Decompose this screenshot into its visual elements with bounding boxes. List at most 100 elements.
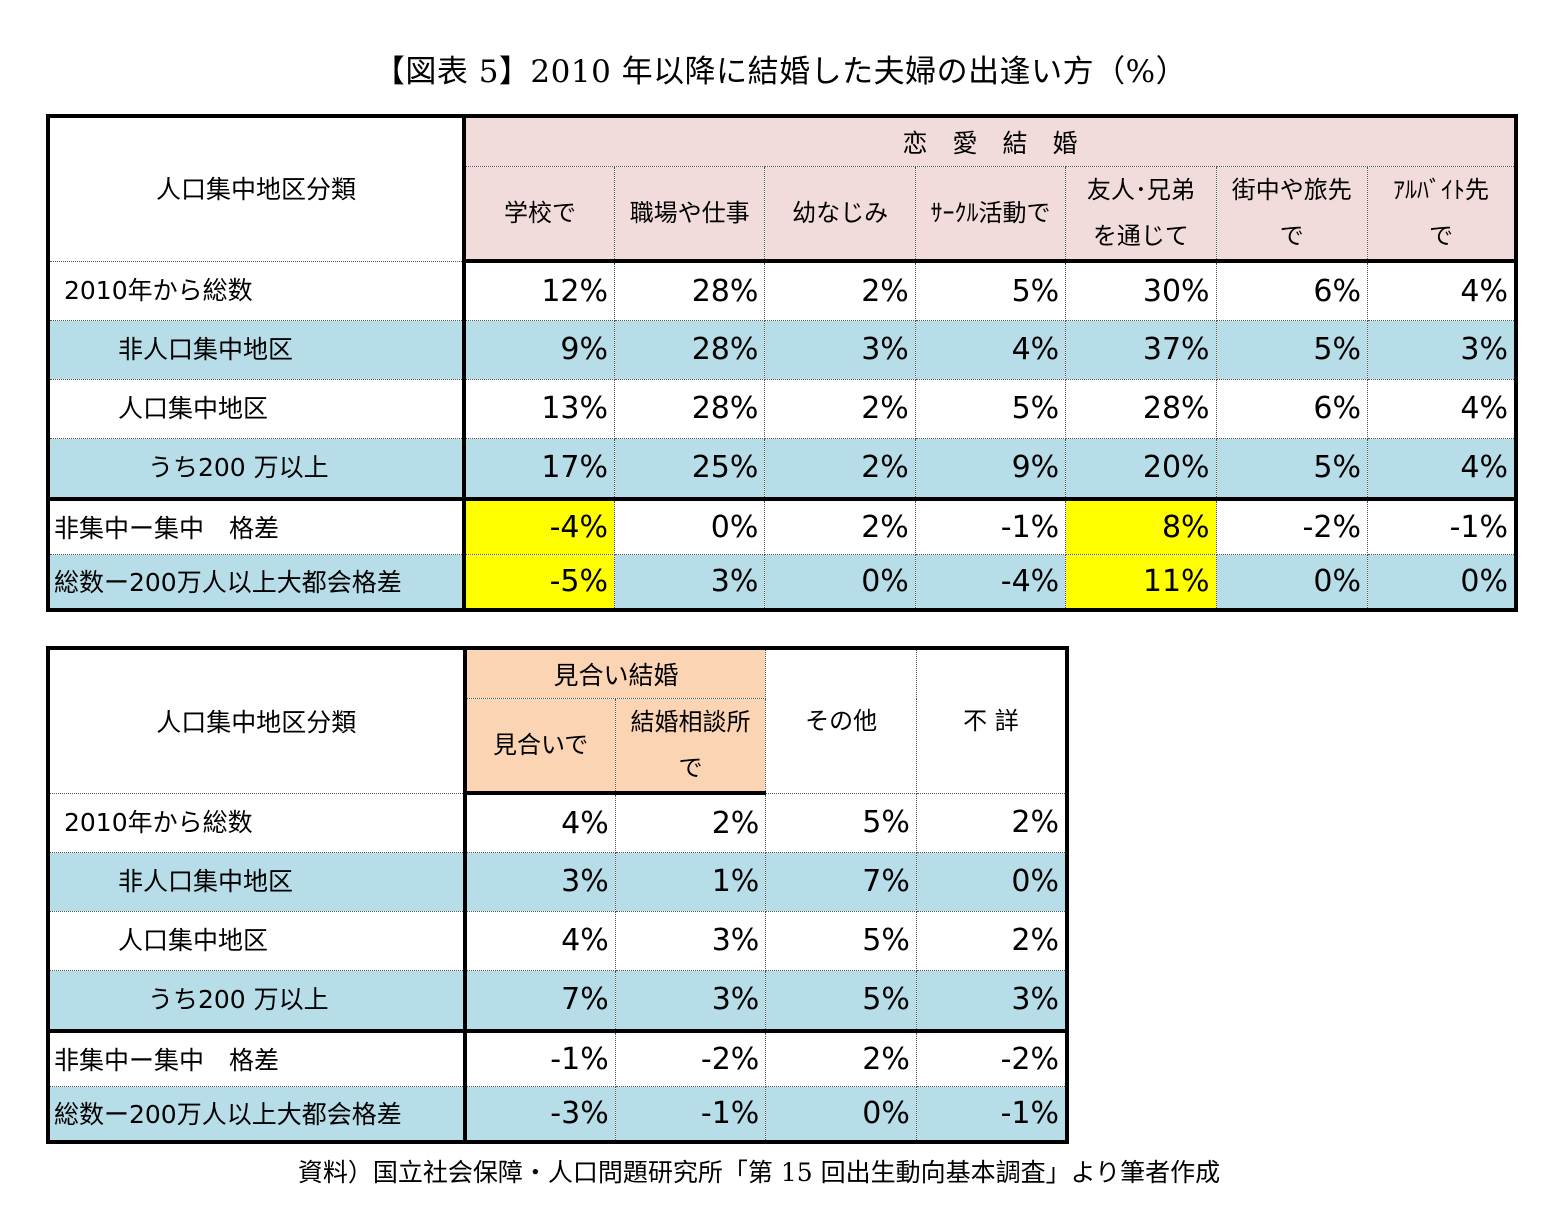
table-row: 2010年から総数 4% 2% 5% 2% (47, 792, 1068, 853)
column-header-line1: 街中や旅先 (1231, 176, 1352, 204)
value-cell: 3% (915, 969, 1068, 1031)
value-cell: 17% (463, 437, 616, 499)
row-label: うち200 万以上 (47, 437, 467, 499)
column-header-line2: で (1428, 222, 1453, 250)
value-cell: 0% (1215, 553, 1368, 610)
value-cell: 3% (614, 910, 767, 971)
row-label: 2010年から総数 (47, 792, 467, 853)
value-cell: 2% (765, 1028, 917, 1087)
column-header-line1: 幼なじみ (792, 199, 889, 227)
row-label: うち200 万以上 (47, 969, 467, 1031)
column-header: ｱﾙﾊﾞｲﾄ先で (1366, 166, 1517, 263)
value-cell: -4% (914, 553, 1067, 610)
column-header: 学校で (463, 166, 616, 263)
value-cell: 6% (1215, 260, 1368, 321)
value-cell: -1% (1366, 496, 1517, 555)
table-row: 総数ー200万人以上大都会格差 -3% -1% 0% -1% (47, 1085, 1068, 1142)
column-header: 幼なじみ (764, 166, 916, 263)
value-cell: 4% (1366, 437, 1517, 499)
group-header: 見合い結婚 (464, 647, 767, 699)
value-cell: 4% (1366, 260, 1517, 321)
row-label: 人口集中地区 (47, 378, 467, 439)
value-cell: 11% (1065, 553, 1217, 610)
value-cell: 2% (614, 792, 767, 853)
column-header-line1: 学校で (504, 199, 577, 227)
column-header: 職場や仕事 (613, 166, 766, 263)
value-cell: 12% (463, 260, 616, 321)
value-cell: 3% (613, 553, 766, 610)
value-cell: -1% (614, 1085, 767, 1142)
value-cell: 28% (613, 260, 766, 321)
table-row: 人口集中地区 13% 28% 2% 5% 28% 6% 4% (47, 378, 1517, 439)
column-header-line2: で (1279, 222, 1304, 250)
value-cell: 2% (915, 792, 1068, 853)
value-cell: 4% (914, 319, 1067, 380)
value-cell: 5% (914, 378, 1067, 439)
value-cell: 0% (765, 1085, 917, 1142)
row-header: 人口集中地区分類 (47, 115, 467, 262)
value-cell: 20% (1065, 437, 1217, 499)
value-cell: -2% (614, 1028, 767, 1087)
value-cell: 0% (915, 851, 1068, 912)
value-cell: 28% (1065, 378, 1217, 439)
value-cell: 7% (765, 851, 917, 912)
row-label: 非集中ー集中 格差 (47, 1028, 467, 1087)
value-cell: 2% (764, 496, 916, 555)
table-row: 非人口集中地区 3% 1% 7% 0% (47, 851, 1068, 912)
value-cell: 0% (1366, 553, 1517, 610)
table-row: うち200 万以上 17% 25% 2% 9% 20% 5% 4% (47, 437, 1517, 499)
row-label: 非人口集中地区 (47, 851, 467, 912)
value-cell: 3% (614, 969, 767, 1031)
value-cell: 4% (1366, 378, 1517, 439)
table-row: 非集中ー集中 格差 -1% -2% 2% -2% (47, 1028, 1068, 1087)
value-cell: 5% (765, 969, 917, 1031)
table-row: うち200 万以上 7% 3% 5% 3% (47, 969, 1068, 1031)
value-cell: 2% (764, 437, 916, 499)
value-cell: 28% (613, 319, 766, 380)
value-cell: 4% (464, 792, 616, 853)
value-cell: 5% (1215, 437, 1368, 499)
value-cell: 5% (765, 910, 917, 971)
value-cell: -2% (1215, 496, 1368, 555)
column-header-line2: を通じて (1092, 222, 1189, 250)
table-row: 人口集中地区 4% 3% 5% 2% (47, 910, 1068, 971)
value-cell: -3% (464, 1085, 616, 1142)
column-header: その他 (765, 647, 917, 794)
value-cell: 3% (464, 851, 616, 912)
column-header-line1: 見合いで (493, 731, 589, 759)
column-header: 結婚相談所で (614, 698, 767, 795)
value-cell: 5% (1215, 319, 1368, 380)
value-cell: 0% (764, 553, 916, 610)
value-cell: 2% (764, 260, 916, 321)
column-header-line1: 職場や仕事 (629, 199, 750, 227)
table-row: 総数ー200万人以上大都会格差 -5% 3% 0% -4% 11% 0% 0% (47, 553, 1517, 610)
value-cell: 13% (463, 378, 616, 439)
table-row: 非人口集中地区 9% 28% 3% 4% 37% 5% 3% (47, 319, 1517, 380)
value-cell: 37% (1065, 319, 1217, 380)
table-row: 非集中ー集中 格差 -4% 0% 2% -1% 8% -2% -1% (47, 496, 1517, 555)
chart-title: 【図表 5】2010 年以降に結婚した夫婦の出逢い方（%） (373, 54, 1188, 90)
value-cell: 0% (613, 496, 766, 555)
value-cell: -1% (915, 1085, 1068, 1142)
value-cell: 9% (463, 319, 616, 380)
group-header: 恋 愛 結 婚 (463, 115, 1517, 167)
table-row: 2010年から総数 12% 28% 2% 5% 30% 6% 4% (47, 260, 1517, 321)
value-cell: 2% (764, 378, 916, 439)
value-cell: 4% (464, 910, 616, 971)
column-header: 見合いで (464, 698, 616, 795)
value-cell: 9% (914, 437, 1067, 499)
value-cell: -1% (914, 496, 1067, 555)
row-label: 総数ー200万人以上大都会格差 (47, 1085, 467, 1142)
value-cell: -2% (915, 1028, 1068, 1087)
value-cell: 5% (765, 792, 917, 853)
column-header-line1: ｻｰｸﾙ活動で (930, 199, 1051, 227)
source-note: 資料）国立社会保障・人口問題研究所「第 15 回出生動向基本調査」より筆者作成 (297, 1158, 1221, 1187)
table2-body: 2010年から総数 4% 2% 5% 2% 非人口集中地区 3% 1% 7% 0% 人口集中地区 4%… (47, 792, 1068, 1142)
value-cell: 7% (464, 969, 616, 1031)
column-header-line1: 友人･兄弟 (1086, 176, 1195, 204)
column-header: 街中や旅先で (1215, 166, 1368, 263)
row-label: 非集中ー集中 格差 (47, 496, 467, 555)
value-cell: 30% (1065, 260, 1217, 321)
arranged-marriage-table: 人口集中地区分類 見合い結婚 その他 不 詳 見合いで 結婚相談所で 2010年… (46, 646, 1069, 1144)
value-cell: 3% (1366, 319, 1517, 380)
